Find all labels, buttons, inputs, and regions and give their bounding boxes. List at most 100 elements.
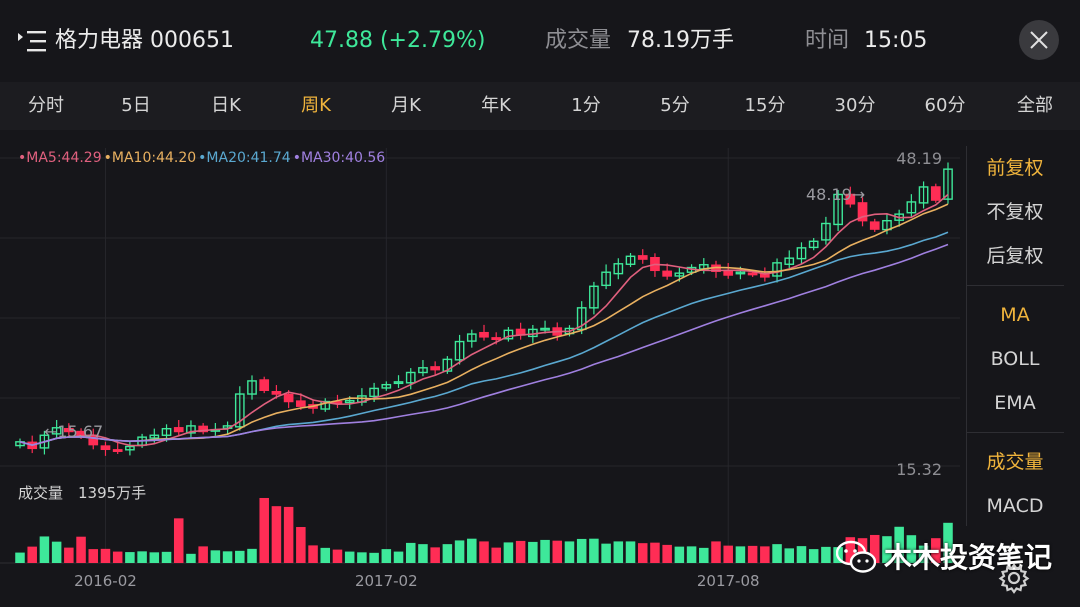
volume-bar: [27, 546, 37, 563]
volume-bar: [869, 534, 880, 563]
volume-bar: [381, 549, 392, 563]
volume-bar: [747, 545, 758, 563]
volume-bar: [442, 544, 453, 563]
volume-bar: [564, 541, 575, 563]
volume-bar: [857, 538, 868, 563]
adjust-backward[interactable]: 后复权: [986, 245, 1044, 267]
candle-body: [723, 270, 734, 276]
tab-period[interactable]: 30分: [834, 95, 876, 116]
volume-bar: [320, 547, 331, 563]
tab-period[interactable]: 5分: [660, 95, 690, 116]
indicator-ma[interactable]: MA: [1000, 304, 1030, 326]
candle-body: [466, 333, 477, 342]
volume-value: 78.19万手: [627, 28, 734, 53]
time-value: 15:05: [864, 28, 928, 53]
candle-body: [772, 262, 782, 277]
ma5-line: [19, 193, 949, 447]
close-icon: [1030, 31, 1048, 49]
candle-body: [234, 393, 245, 428]
volume-label: 成交量: [18, 484, 63, 502]
candle-body: [918, 186, 929, 204]
candle-body: [51, 427, 62, 435]
volume-bar: [589, 538, 599, 563]
price-max-label: 48.19: [896, 149, 942, 168]
close-button[interactable]: [1019, 20, 1059, 60]
volume-bar: [430, 547, 440, 563]
tab-period[interactable]: 全部: [1017, 95, 1053, 116]
chart-side-panel: 前复权 不复权 后复权 MA BOLL EMA 成交量 MACD: [966, 138, 1080, 528]
candle-body: [381, 383, 392, 389]
sub-indicator-macd[interactable]: MACD: [986, 495, 1044, 517]
candle-body: [869, 221, 880, 230]
volume-bar: [64, 547, 74, 563]
kline-chart[interactable]: •MA5:44.29 •MA10:44.20 •MA20:41.74 •MA30:40…: [0, 138, 965, 607]
volume-bar: [125, 552, 135, 563]
volume-bar: [808, 549, 819, 563]
adjust-forward[interactable]: 前复权: [986, 157, 1044, 179]
tab-period[interactable]: 1分: [571, 95, 601, 116]
volume-bar: [796, 546, 807, 563]
volume-bar: [918, 545, 929, 563]
volume-bar: [662, 544, 672, 563]
candle-body: [906, 201, 917, 214]
candle-body: [259, 379, 270, 391]
indicator-boll[interactable]: BOLL: [990, 348, 1040, 370]
candle-body: [112, 449, 123, 452]
volume-bar: [723, 545, 733, 563]
candle-body: [430, 366, 441, 371]
volume-bar: [198, 546, 208, 563]
gear-icon[interactable]: [998, 562, 1030, 594]
tab-period[interactable]: 15分: [744, 95, 786, 116]
volume-bar: [906, 535, 917, 563]
volume-bar: [699, 547, 709, 563]
tab-period[interactable]: 分时: [28, 95, 64, 116]
candle-body: [784, 257, 795, 265]
volume-bar: [161, 551, 172, 563]
volume-bar: [894, 526, 904, 563]
candle-body: [405, 371, 416, 384]
tab-period[interactable]: 月K: [391, 95, 421, 116]
volume-bar: [576, 538, 587, 563]
indicator-ema[interactable]: EMA: [994, 392, 1036, 414]
tab-period[interactable]: 年K: [481, 95, 511, 116]
candle-body: [125, 445, 135, 451]
ma-legend-item: •MA20:41.74: [198, 150, 291, 166]
tab-period[interactable]: 周K: [301, 95, 331, 116]
volume-bar: [271, 506, 282, 563]
tab-period[interactable]: 日K: [211, 95, 241, 116]
candle-body: [186, 425, 196, 434]
candle-body: [613, 263, 624, 275]
volume-bar: [393, 551, 404, 563]
candle-body: [845, 193, 856, 205]
candle-body: [173, 427, 184, 433]
volume-bar: [76, 536, 86, 563]
ma30-line: [19, 243, 949, 446]
adjust-none[interactable]: 不复权: [986, 201, 1044, 223]
tab-period[interactable]: 60分: [924, 95, 966, 116]
menu-icon[interactable]: [18, 29, 46, 53]
tab-period[interactable]: 5日: [121, 95, 151, 116]
price-min-label: 15.32: [896, 460, 942, 479]
volume-bar: [479, 541, 489, 563]
candle-body: [625, 255, 636, 265]
volume-bar: [821, 546, 831, 563]
candle-body: [857, 202, 868, 222]
volume-bar: [674, 546, 685, 563]
volume-bar: [686, 546, 697, 563]
candle-body: [930, 186, 941, 201]
sub-indicator-volume[interactable]: 成交量: [986, 451, 1044, 473]
candle-body: [198, 425, 209, 433]
candle-body: [149, 434, 160, 439]
volume-bar: [760, 546, 770, 563]
ma-legend-item: •MA5:44.29: [18, 150, 102, 166]
volume-bar: [15, 552, 25, 563]
candle-body: [808, 240, 819, 249]
candle-body: [479, 331, 489, 338]
candle-body: [503, 329, 514, 340]
volume-bar: [112, 551, 123, 563]
candle-body: [747, 272, 758, 276]
volume-bar: [259, 497, 269, 563]
header-bar: 格力电器 000651 47.88 (+2.79%) 成交量 78.19万手 时…: [0, 0, 1080, 82]
volume-bar: [405, 542, 416, 563]
volume-bar: [283, 506, 294, 563]
